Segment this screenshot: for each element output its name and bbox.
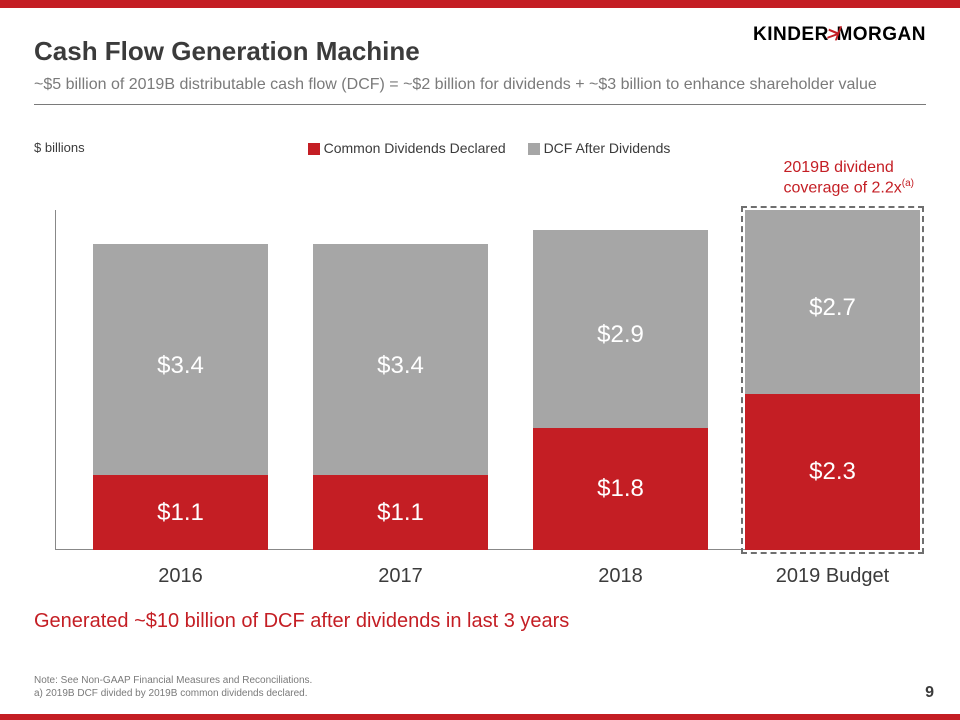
coverage-annotation: 2019B dividend coverage of 2.2x(a) bbox=[783, 158, 914, 198]
y-axis-line bbox=[55, 210, 56, 550]
dividends-segment-0: $1.1 bbox=[93, 475, 268, 550]
dividends-segment-3: $2.3 bbox=[745, 394, 920, 550]
dcf-after-value-2: $2.9 bbox=[597, 321, 644, 349]
summary-text: Generated ~$10 billion of DCF after divi… bbox=[34, 610, 569, 633]
dcf-after-segment-3: $2.7 bbox=[745, 210, 920, 394]
footnote-2: a) 2019B DCF divided by 2019B common div… bbox=[34, 687, 312, 700]
x-label-1: 2017 bbox=[313, 565, 488, 588]
bar-group-3: $2.7 $2.3 bbox=[745, 210, 920, 550]
dcf-after-value-1: $3.4 bbox=[377, 352, 424, 380]
annot-sup: (a) bbox=[902, 178, 914, 189]
chart-legend: Common Dividends Declared DCF After Divi… bbox=[0, 140, 960, 156]
x-label-2: 2018 bbox=[533, 565, 708, 588]
annot-line1: 2019B dividend bbox=[783, 159, 893, 176]
x-label-0: 2016 bbox=[93, 565, 268, 588]
bar-group-1: $3.4 $1.1 bbox=[313, 244, 488, 550]
top-accent-bar bbox=[0, 0, 960, 8]
footnote-1: Note: See Non-GAAP Financial Measures an… bbox=[34, 674, 312, 687]
dcf-after-segment-2: $2.9 bbox=[533, 230, 708, 427]
page-subtitle: ~$5 billion of 2019B distributable cash … bbox=[34, 76, 877, 94]
legend-swatch-0 bbox=[308, 143, 320, 155]
page-number: 9 bbox=[925, 684, 934, 702]
logo-right: MORGAN bbox=[836, 24, 926, 45]
x-label-3: 2019 Budget bbox=[745, 565, 920, 588]
dividends-segment-2: $1.8 bbox=[533, 428, 708, 550]
bar-group-0: $3.4 $1.1 bbox=[93, 244, 268, 550]
legend-label-0: Common Dividends Declared bbox=[324, 140, 506, 156]
legend-swatch-1 bbox=[528, 143, 540, 155]
legend-label-1: DCF After Dividends bbox=[544, 140, 671, 156]
dcf-after-value-3: $2.7 bbox=[809, 294, 856, 322]
dcf-after-segment-0: $3.4 bbox=[93, 244, 268, 475]
annot-line2: coverage of 2.2x bbox=[783, 179, 901, 196]
footnotes: Note: See Non-GAAP Financial Measures an… bbox=[34, 674, 312, 700]
divider bbox=[34, 104, 926, 105]
stacked-bar-chart: $3.4 $1.1 $3.4 $1.1 $2.9 $1.8 $2.7 $2.3 bbox=[55, 210, 920, 550]
x-axis-labels: 2016 2017 2018 2019 Budget bbox=[55, 565, 920, 595]
dcf-after-value-0: $3.4 bbox=[157, 352, 204, 380]
logo-left: KINDER bbox=[753, 24, 829, 45]
bar-group-2: $2.9 $1.8 bbox=[533, 230, 708, 550]
brand-logo: KINDER≯MORGAN bbox=[753, 24, 926, 46]
dcf-after-segment-1: $3.4 bbox=[313, 244, 488, 475]
dividends-segment-1: $1.1 bbox=[313, 475, 488, 550]
page-title: Cash Flow Generation Machine bbox=[34, 36, 420, 67]
bottom-accent-bar bbox=[0, 714, 960, 720]
